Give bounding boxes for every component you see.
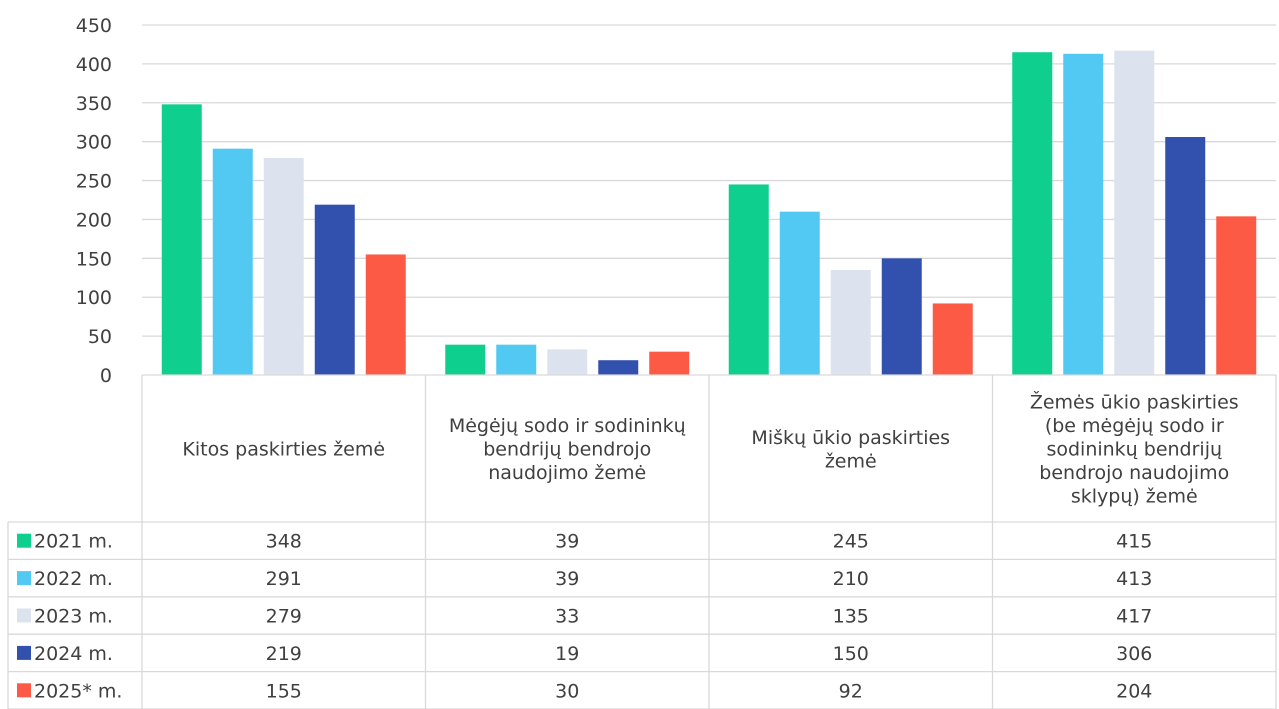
data-label: 348	[266, 531, 302, 553]
y-tick-label: 50	[88, 326, 112, 348]
category-label: Žemės ūkio paskirties	[1030, 391, 1239, 414]
data-label: 417	[1116, 606, 1152, 628]
data-label: 413	[1116, 568, 1152, 590]
data-label: 33	[555, 606, 579, 628]
bar	[445, 344, 486, 375]
y-tick-label: 400	[76, 54, 112, 76]
bar	[881, 258, 922, 375]
category-label: bendrojo naudojimo	[1039, 462, 1229, 484]
data-label: 135	[833, 606, 869, 628]
data-label: 150	[833, 643, 869, 665]
legend-label: 2022 m.	[34, 568, 113, 590]
bars	[161, 50, 1257, 376]
bar	[649, 351, 690, 375]
bar	[779, 211, 820, 375]
bar	[314, 204, 355, 375]
bar	[365, 254, 406, 375]
y-tick-label: 0	[100, 365, 112, 387]
gridlines	[142, 24, 1276, 337]
y-tick-label: 450	[76, 15, 112, 37]
category-label: sodininkų bendrijų	[1046, 439, 1222, 461]
category-label: naudojimo žemė	[488, 462, 646, 484]
data-label: 30	[555, 680, 579, 702]
legend-swatch	[17, 608, 31, 623]
category-label: sklypų) žemė	[1071, 486, 1198, 508]
y-tick-label: 300	[76, 132, 112, 154]
y-tick-label: 200	[76, 209, 112, 231]
data-label: 39	[555, 531, 579, 553]
category-label: Kitos paskirties žemė	[182, 439, 385, 461]
y-tick-label: 250	[76, 171, 112, 193]
y-tick-label: 100	[76, 287, 112, 309]
bar	[932, 303, 973, 375]
bar	[728, 184, 769, 375]
category-label: (be mėgėjų sodo ir	[1045, 415, 1224, 437]
data-label: 19	[555, 643, 579, 665]
category-label: žemė	[825, 450, 877, 472]
bar	[1165, 137, 1206, 375]
category-label: Miškų ūkio paskirties	[751, 427, 950, 449]
legend-label: 2023 m.	[34, 606, 113, 628]
bar	[830, 270, 871, 375]
data-label: 219	[266, 643, 302, 665]
y-tick-label: 350	[76, 93, 112, 115]
data-label: 245	[833, 531, 869, 553]
data-label: 39	[555, 568, 579, 590]
bar	[263, 158, 304, 375]
legend-swatch	[17, 571, 31, 586]
y-tick-label: 150	[76, 248, 112, 270]
data-label: 210	[833, 568, 869, 590]
category-label: bendrijų bendrojo	[483, 439, 651, 461]
y-axis-ticks: 0 50 100 150 200 250 300 350 400 450	[76, 15, 112, 387]
data-label: 204	[1116, 680, 1152, 702]
data-label: 306	[1116, 643, 1152, 665]
data-label: 291	[266, 568, 302, 590]
bar	[1012, 52, 1053, 375]
bar	[1216, 216, 1257, 375]
legend-label: 2025* m.	[34, 680, 122, 702]
legend-swatch	[17, 645, 31, 660]
data-table: Kitos paskirties žemė Mėgėjų sodo ir sodi…	[7, 374, 1277, 709]
legend-swatch	[17, 683, 31, 698]
bar	[598, 360, 639, 375]
data-label: 279	[266, 606, 302, 628]
data-label: 415	[1116, 531, 1152, 553]
legend-label: 2024 m.	[34, 643, 113, 665]
legend-label: 2021 m.	[34, 531, 113, 553]
bar	[212, 148, 253, 375]
category-label: Mėgėjų sodo ir sodininkų	[449, 415, 686, 437]
bar	[1114, 50, 1155, 376]
data-label: 92	[839, 680, 863, 702]
bar	[161, 104, 202, 375]
legend-swatch	[17, 533, 31, 548]
bar	[496, 344, 537, 375]
bar	[547, 349, 588, 375]
data-label: 155	[266, 680, 302, 702]
bar	[1063, 53, 1104, 376]
